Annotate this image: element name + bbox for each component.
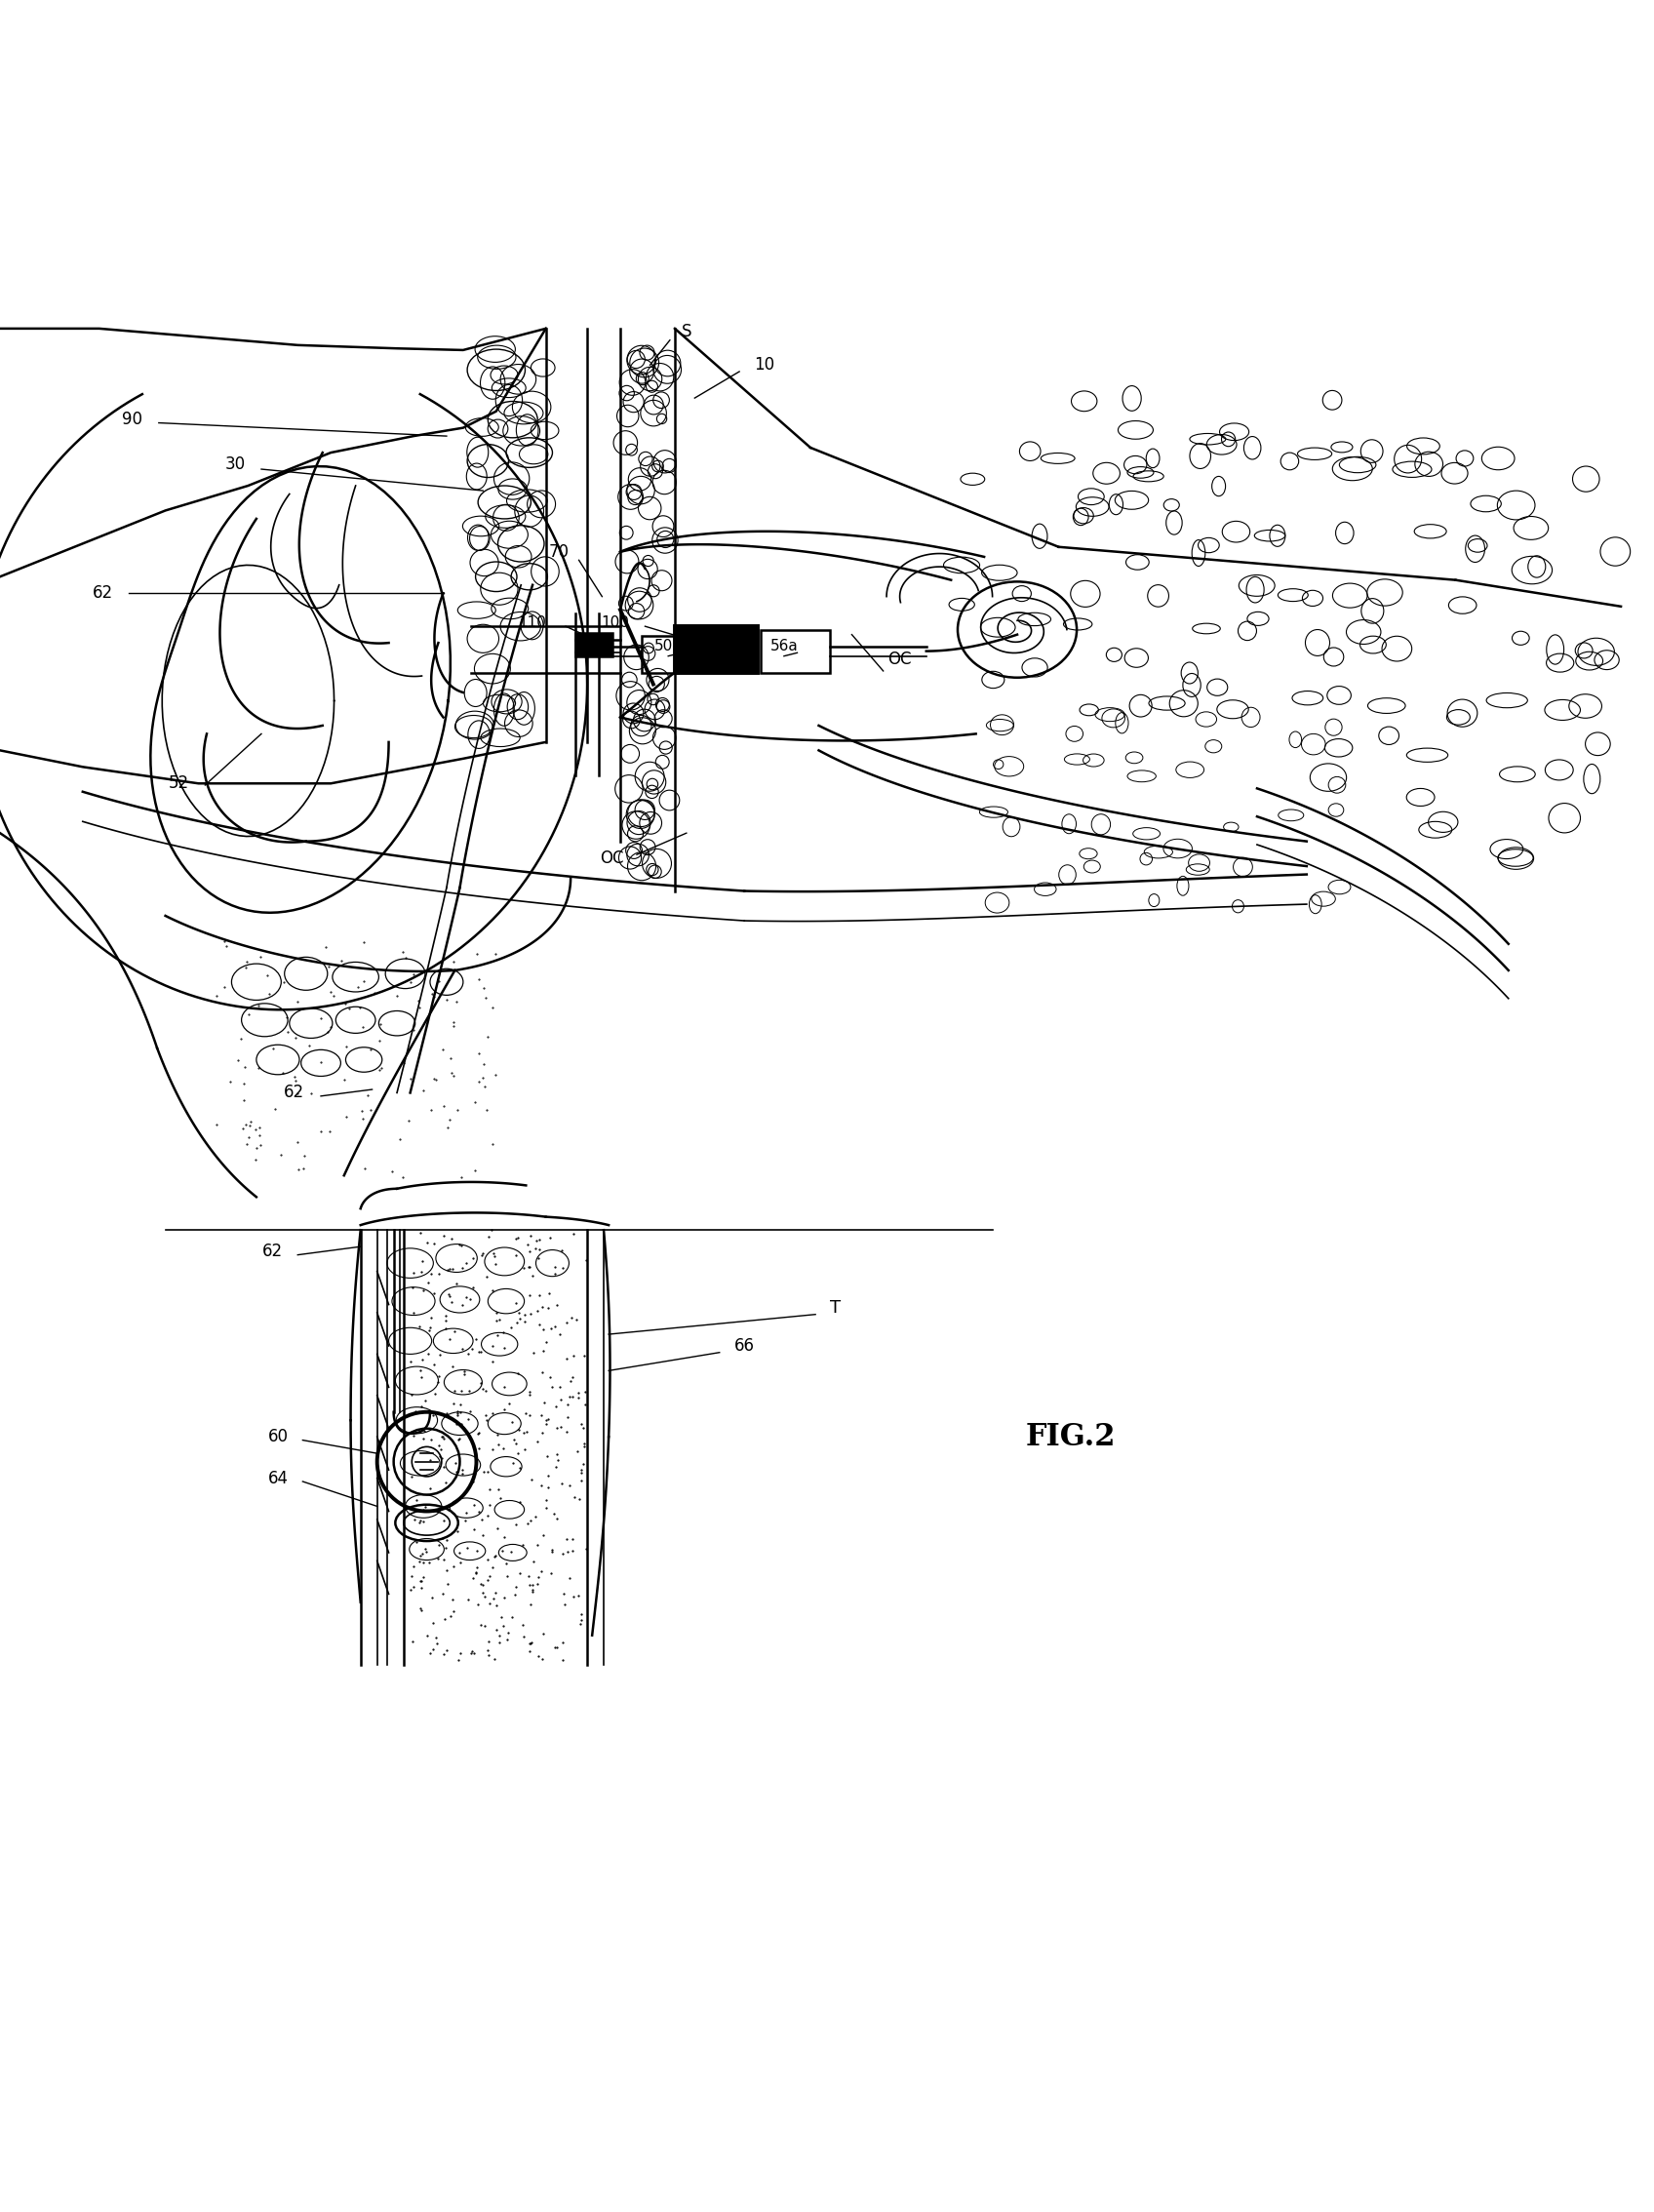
Text: T: T <box>830 1298 840 1316</box>
Text: 60: 60 <box>268 1429 288 1447</box>
Text: OC: OC <box>600 849 624 867</box>
Text: 52: 52 <box>169 774 189 792</box>
Text: 90: 90 <box>122 411 142 429</box>
Bar <box>576 633 612 657</box>
Bar <box>761 630 830 672</box>
Text: 62: 62 <box>93 584 112 602</box>
Text: 100: 100 <box>600 615 630 630</box>
Text: S: S <box>681 323 691 341</box>
Text: 30: 30 <box>225 456 245 473</box>
Text: 50a: 50a <box>655 639 681 653</box>
Text: FIG.2: FIG.2 <box>1025 1422 1116 1451</box>
Bar <box>675 626 758 672</box>
Text: 66: 66 <box>734 1336 754 1354</box>
Text: 64: 64 <box>268 1469 288 1486</box>
Text: 10: 10 <box>754 356 774 374</box>
Bar <box>642 637 678 672</box>
Text: 62: 62 <box>263 1243 283 1261</box>
Text: 110: 110 <box>518 615 547 630</box>
Text: 70: 70 <box>549 544 569 560</box>
Text: 56a: 56a <box>771 639 797 653</box>
Text: OC: OC <box>888 650 911 668</box>
Text: 62: 62 <box>284 1084 304 1102</box>
